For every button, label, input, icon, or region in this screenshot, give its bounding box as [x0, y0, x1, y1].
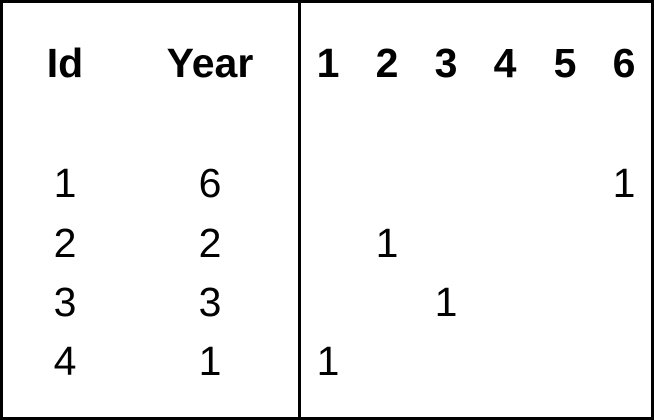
left-table-cell: 2	[198, 220, 222, 266]
one-hot-cell: 1	[612, 160, 636, 206]
right-header-3: 3	[434, 40, 458, 86]
left-table-cell: 6	[198, 160, 222, 206]
right-header-5: 5	[553, 40, 577, 86]
left-table-cell: 2	[53, 220, 77, 266]
column-divider	[298, 3, 301, 417]
right-header-2: 2	[375, 40, 399, 86]
right-header-6: 6	[612, 40, 636, 86]
left-table-cell: 1	[198, 338, 222, 384]
left-header-id: Id	[46, 40, 84, 86]
left-header-year: Year	[166, 40, 254, 86]
left-table-cell: 3	[53, 279, 77, 325]
left-table-cell: 4	[53, 338, 77, 384]
right-header-1: 1	[316, 40, 340, 86]
one-hot-cell: 1	[316, 338, 340, 384]
left-table-cell: 3	[198, 279, 222, 325]
right-header-4: 4	[493, 40, 517, 86]
left-table-cell: 1	[53, 160, 77, 206]
one-hot-cell: 1	[434, 279, 458, 325]
one-hot-cell: 1	[375, 220, 399, 266]
